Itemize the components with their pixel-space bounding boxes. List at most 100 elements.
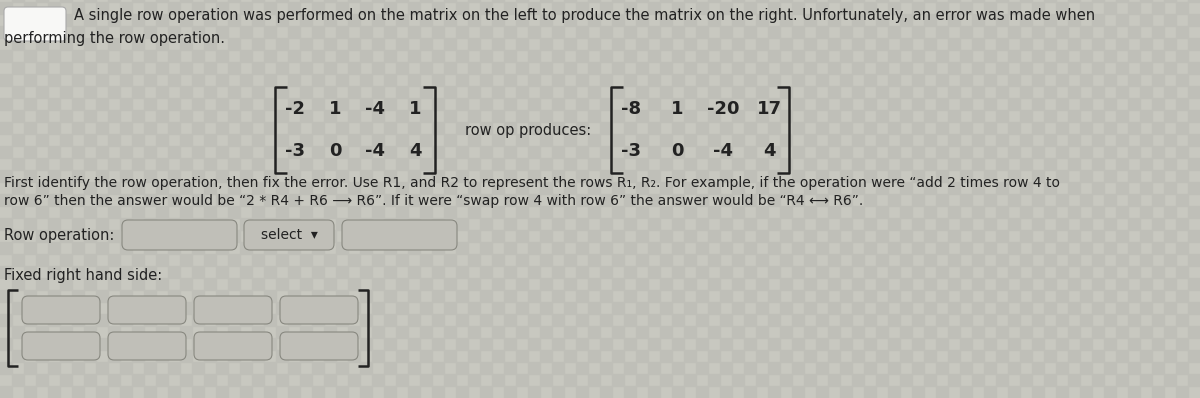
Bar <box>612 158 624 170</box>
Bar <box>372 0 384 2</box>
Bar <box>204 350 216 362</box>
Bar <box>600 50 612 62</box>
Bar <box>300 302 312 314</box>
Bar <box>1152 98 1164 110</box>
Bar <box>648 386 660 398</box>
Bar <box>408 170 420 182</box>
Bar <box>552 74 564 86</box>
Bar <box>588 86 600 98</box>
Bar <box>768 170 780 182</box>
Bar <box>1140 278 1152 290</box>
Bar <box>456 314 468 326</box>
Bar <box>1152 242 1164 254</box>
Bar <box>156 38 168 50</box>
Bar <box>576 218 588 230</box>
Bar <box>960 170 972 182</box>
Bar <box>924 326 936 338</box>
Bar <box>192 50 204 62</box>
Bar <box>396 110 408 122</box>
Bar <box>900 182 912 194</box>
Bar <box>72 194 84 206</box>
Bar <box>1044 206 1056 218</box>
Bar <box>972 206 984 218</box>
Bar <box>936 122 948 134</box>
Bar <box>1152 314 1164 326</box>
Bar <box>504 386 516 398</box>
Bar <box>228 62 240 74</box>
Bar <box>300 62 312 74</box>
Bar <box>252 278 264 290</box>
Bar <box>228 14 240 26</box>
Bar <box>132 110 144 122</box>
Bar <box>948 86 960 98</box>
Bar <box>1104 98 1116 110</box>
Bar <box>384 74 396 86</box>
Bar <box>960 242 972 254</box>
Bar <box>384 50 396 62</box>
Bar <box>228 254 240 266</box>
Bar <box>1176 194 1188 206</box>
Bar <box>48 314 60 326</box>
Bar <box>396 278 408 290</box>
Bar <box>636 14 648 26</box>
Bar <box>708 230 720 242</box>
Bar <box>504 266 516 278</box>
Bar <box>660 86 672 98</box>
Bar <box>900 134 912 146</box>
Bar <box>612 134 624 146</box>
FancyBboxPatch shape <box>244 220 334 250</box>
Bar <box>588 110 600 122</box>
Bar <box>744 362 756 374</box>
Bar <box>792 122 804 134</box>
Bar <box>624 98 636 110</box>
Bar <box>228 206 240 218</box>
Bar <box>576 170 588 182</box>
Bar <box>876 14 888 26</box>
Bar <box>768 266 780 278</box>
Bar <box>1008 386 1020 398</box>
Bar <box>864 194 876 206</box>
Bar <box>912 98 924 110</box>
Bar <box>396 206 408 218</box>
Bar <box>252 38 264 50</box>
Bar <box>288 386 300 398</box>
Bar <box>672 122 684 134</box>
Bar <box>1068 254 1080 266</box>
Bar <box>360 314 372 326</box>
Bar <box>336 266 348 278</box>
Text: select  ▾: select ▾ <box>260 228 318 242</box>
Bar <box>120 314 132 326</box>
Bar <box>240 362 252 374</box>
Bar <box>12 278 24 290</box>
Bar <box>516 302 528 314</box>
Bar <box>228 86 240 98</box>
Bar <box>936 170 948 182</box>
Bar <box>744 338 756 350</box>
Bar <box>1104 218 1116 230</box>
Bar <box>168 386 180 398</box>
Bar <box>636 38 648 50</box>
Bar <box>672 2 684 14</box>
Bar <box>36 230 48 242</box>
Bar <box>924 38 936 50</box>
Bar <box>1044 86 1056 98</box>
Bar <box>1020 158 1032 170</box>
Bar <box>1008 338 1020 350</box>
Bar <box>696 146 708 158</box>
Bar <box>948 182 960 194</box>
Bar <box>396 230 408 242</box>
Bar <box>120 266 132 278</box>
Bar <box>1020 62 1032 74</box>
Bar <box>240 314 252 326</box>
Text: performing the row operation.: performing the row operation. <box>4 31 226 46</box>
Bar <box>336 170 348 182</box>
Bar <box>60 278 72 290</box>
Bar <box>372 302 384 314</box>
Bar <box>768 242 780 254</box>
Bar <box>684 206 696 218</box>
Bar <box>252 374 264 386</box>
Bar <box>324 326 336 338</box>
Bar <box>1104 314 1116 326</box>
Bar <box>156 350 168 362</box>
Bar <box>840 194 852 206</box>
